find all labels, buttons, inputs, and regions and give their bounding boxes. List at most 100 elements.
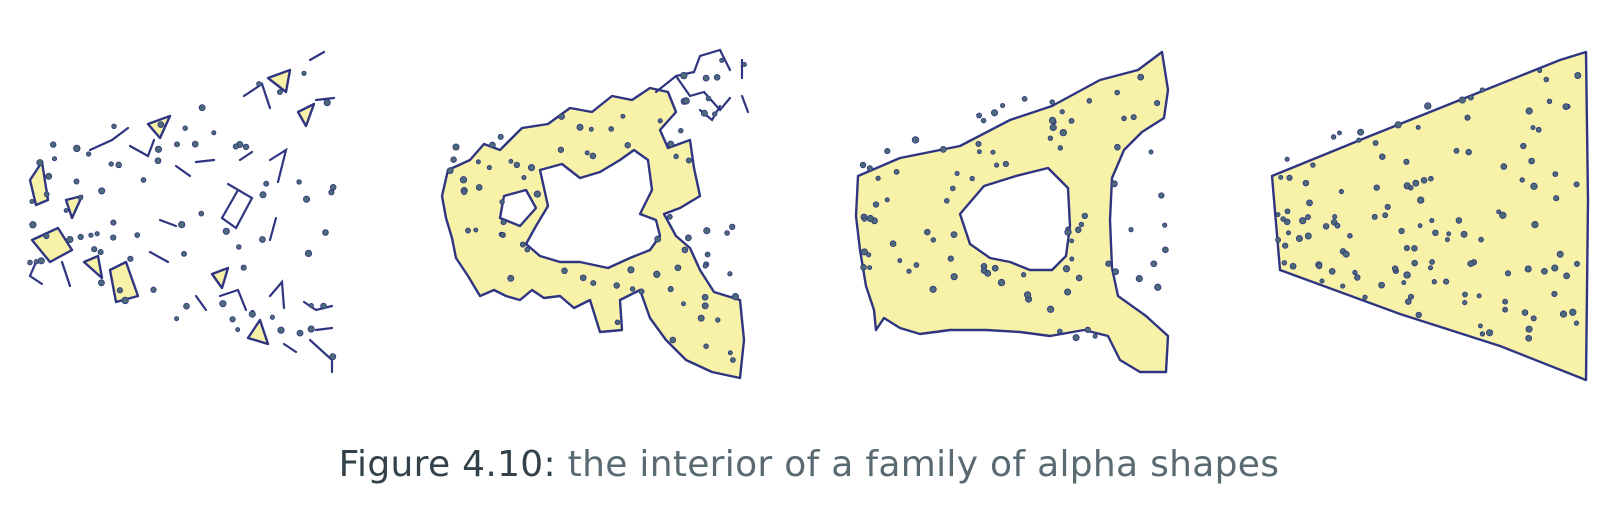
sample-point xyxy=(576,123,584,131)
sample-point xyxy=(947,255,954,262)
sample-point xyxy=(997,278,1006,287)
sample-point xyxy=(97,249,104,256)
sample-point xyxy=(1531,220,1539,229)
sample-point xyxy=(276,89,283,96)
sample-point xyxy=(108,161,114,167)
sample-point xyxy=(1046,305,1055,313)
sample-point xyxy=(1021,96,1028,102)
sample-point xyxy=(1403,245,1410,252)
sample-point xyxy=(1371,213,1378,220)
sample-point xyxy=(1525,107,1533,115)
sample-point xyxy=(1154,100,1161,107)
sample-point xyxy=(182,125,188,131)
sample-point xyxy=(1499,211,1507,219)
sample-point xyxy=(1479,331,1486,337)
sample-point xyxy=(519,241,526,248)
sample-point xyxy=(1319,278,1325,284)
sample-point xyxy=(1278,174,1284,180)
sample-point xyxy=(248,310,256,318)
sample-point xyxy=(906,268,912,274)
sample-point xyxy=(911,136,920,144)
sample-point xyxy=(1537,68,1543,74)
sample-point xyxy=(990,109,999,117)
sample-point xyxy=(475,184,483,191)
sample-point xyxy=(127,255,134,262)
sample-point xyxy=(1462,300,1468,306)
sample-point xyxy=(1316,263,1323,270)
sample-point xyxy=(497,133,504,140)
sample-point xyxy=(1563,272,1570,280)
sample-point xyxy=(1086,98,1093,104)
sample-point xyxy=(1398,227,1405,235)
sample-point xyxy=(613,282,620,289)
sample-point xyxy=(115,161,122,169)
sample-point xyxy=(724,230,730,236)
sample-point xyxy=(1543,76,1550,83)
sample-point xyxy=(1382,212,1389,219)
sample-point xyxy=(489,141,496,149)
sample-point xyxy=(1530,182,1538,190)
sample-point xyxy=(1524,265,1532,273)
sample-point xyxy=(702,74,710,82)
sample-point xyxy=(1337,130,1342,136)
caption-label: Figure 4.10: xyxy=(338,444,556,485)
sample-point xyxy=(700,109,708,117)
alpha-shape-panel-4 xyxy=(1270,50,1590,382)
sample-point xyxy=(263,180,270,187)
sample-point xyxy=(1057,328,1063,335)
sample-point xyxy=(150,286,157,293)
sample-point xyxy=(1281,260,1288,266)
sample-point xyxy=(1069,238,1075,244)
sample-point xyxy=(913,262,920,268)
sample-point xyxy=(524,246,531,253)
sample-point xyxy=(304,249,313,257)
sample-point xyxy=(500,219,507,226)
sample-point xyxy=(1069,256,1075,262)
sample-point xyxy=(1486,329,1494,337)
sample-point xyxy=(1458,96,1466,104)
sample-point xyxy=(178,220,186,229)
sample-point xyxy=(1162,222,1168,228)
sample-point xyxy=(1424,102,1432,110)
figure-caption: Figure 4.10: the interior of a family of… xyxy=(0,444,1618,485)
sample-point xyxy=(1295,235,1303,242)
sample-point xyxy=(121,296,129,305)
sample-point xyxy=(579,274,587,282)
sample-point xyxy=(1342,250,1350,258)
sample-point xyxy=(43,191,50,198)
sample-point xyxy=(1282,242,1289,249)
sample-point xyxy=(66,235,74,244)
sample-point xyxy=(1525,325,1533,333)
sample-point xyxy=(322,229,329,236)
sample-point xyxy=(1379,153,1386,160)
sample-point xyxy=(872,201,880,208)
sample-point xyxy=(1431,279,1437,285)
sample-point xyxy=(702,263,708,269)
sample-point xyxy=(513,161,521,169)
sample-point xyxy=(681,246,689,254)
sample-point xyxy=(1415,124,1421,130)
sample-point xyxy=(1502,306,1508,313)
sample-point xyxy=(235,327,241,333)
sample-point xyxy=(1075,226,1082,234)
sample-point xyxy=(1429,218,1435,224)
sample-point xyxy=(1467,260,1474,267)
sample-point xyxy=(1105,260,1112,267)
sample-point xyxy=(1574,72,1582,79)
sample-point xyxy=(1305,214,1311,221)
sample-point xyxy=(1059,109,1065,115)
sample-point xyxy=(1373,184,1380,191)
sample-point xyxy=(475,159,481,165)
sample-point xyxy=(1068,118,1075,124)
sample-point xyxy=(731,293,740,301)
sample-point xyxy=(140,177,147,183)
sample-point xyxy=(1072,334,1080,342)
sample-point xyxy=(459,176,468,184)
sample-point xyxy=(134,232,141,238)
sample-point xyxy=(508,158,514,164)
sample-point xyxy=(1535,126,1542,133)
sample-point xyxy=(323,99,331,107)
sample-point xyxy=(63,208,69,213)
sample-point xyxy=(1384,203,1391,210)
sample-point xyxy=(1289,262,1297,270)
